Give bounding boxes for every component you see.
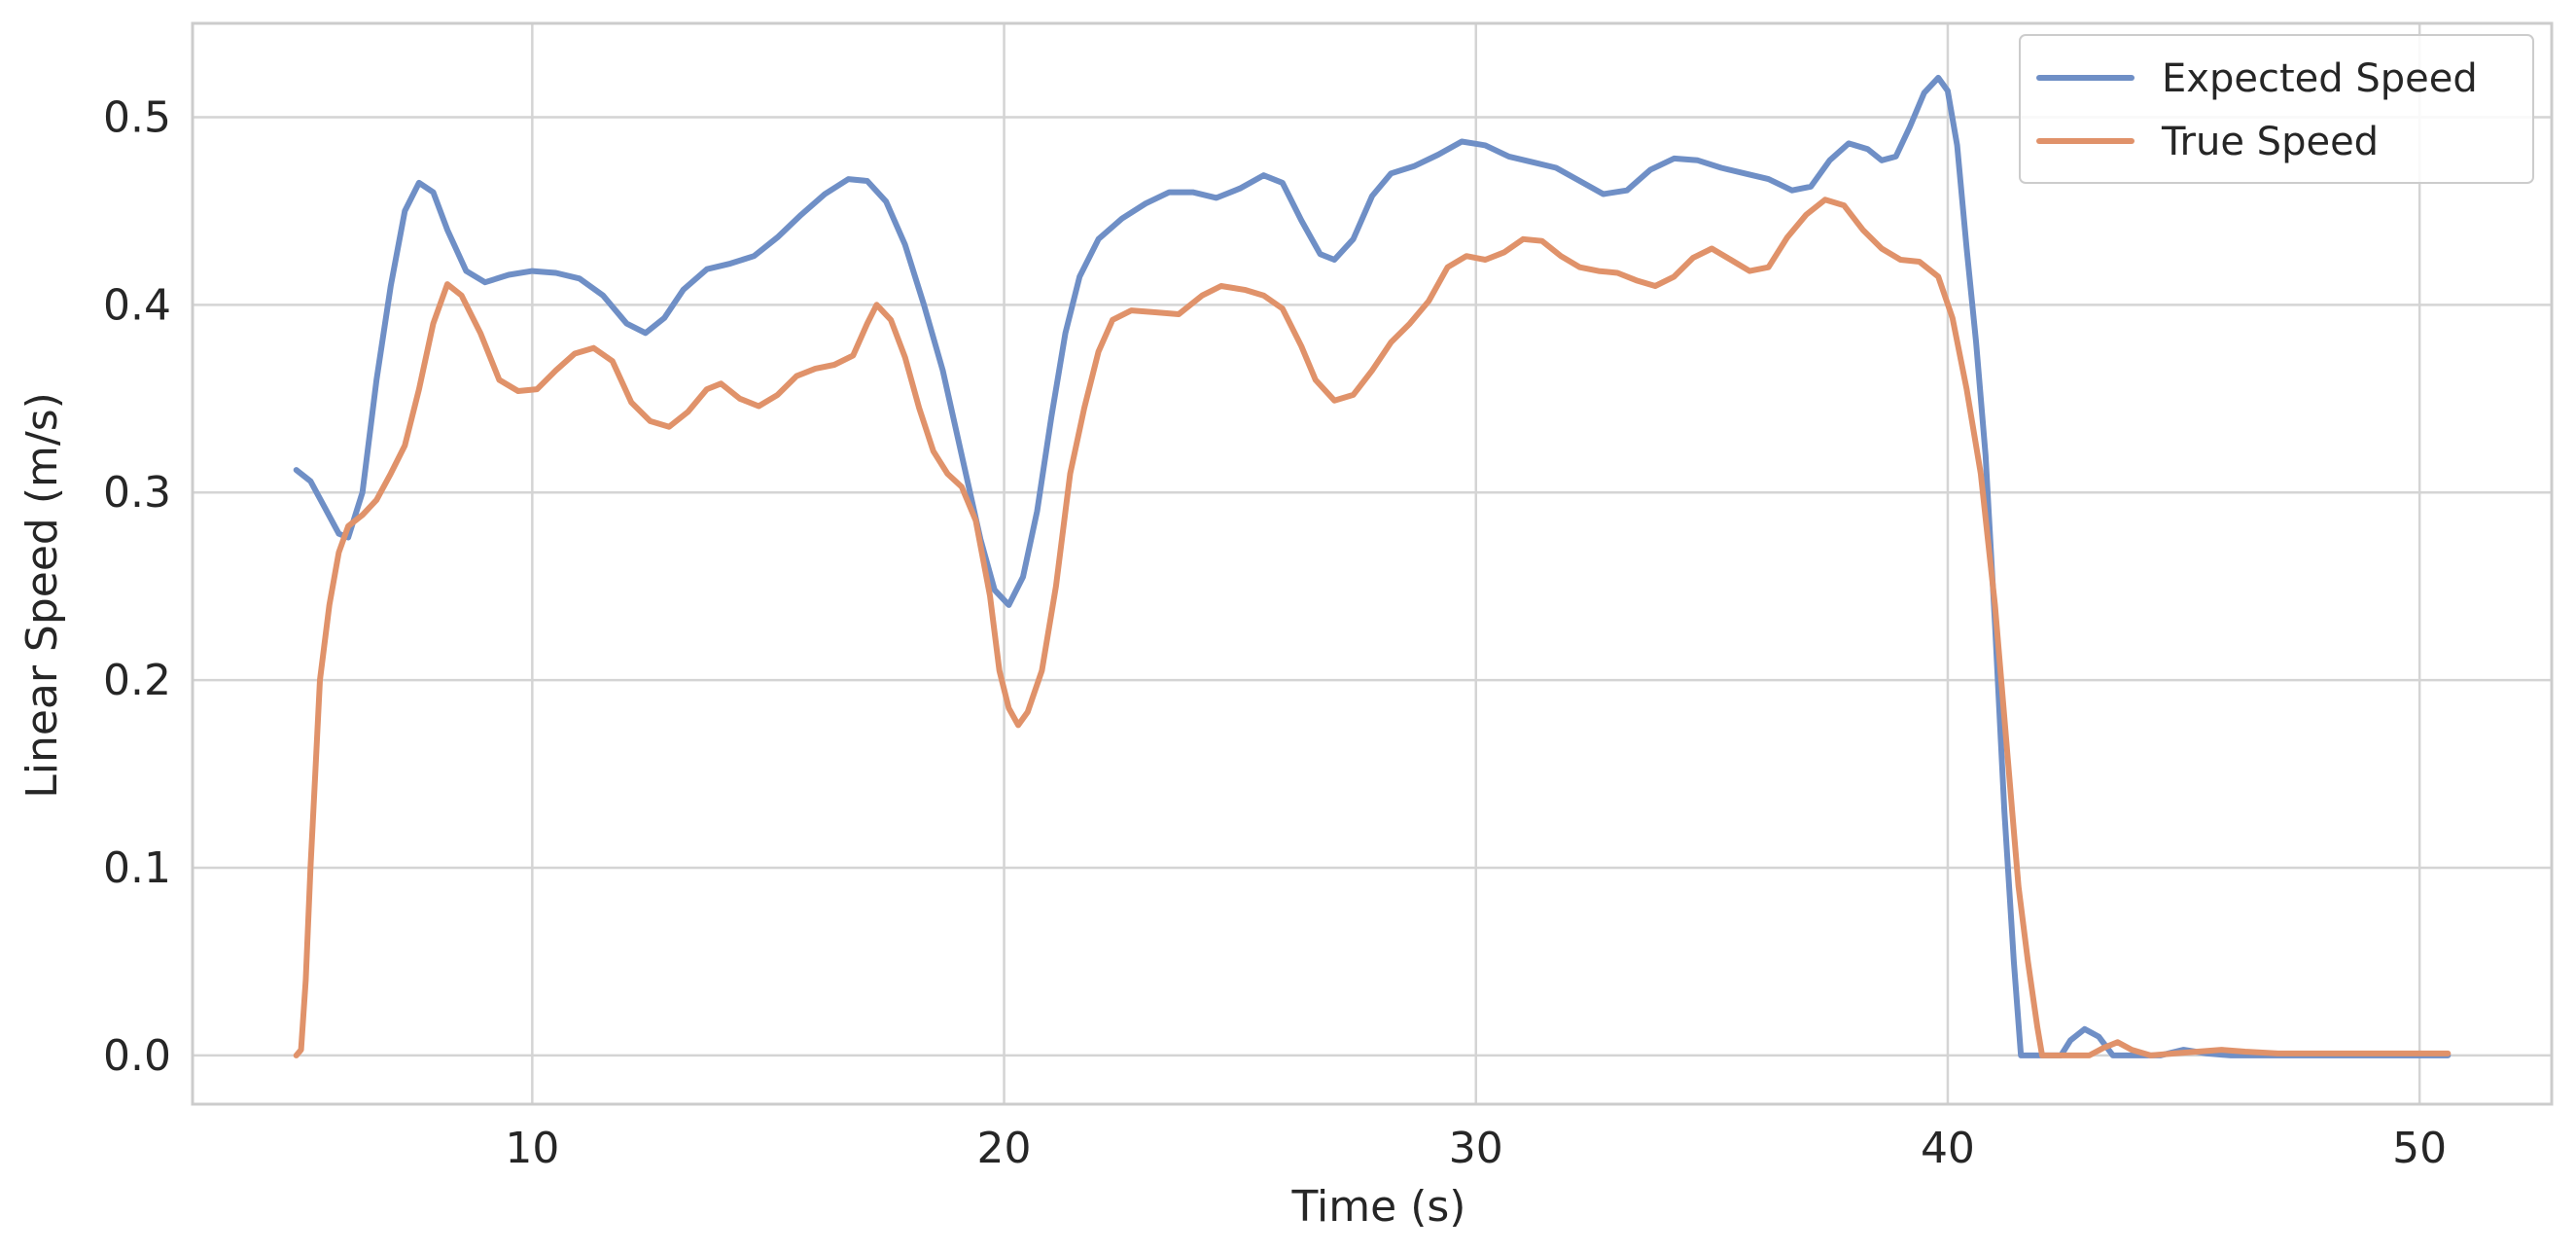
x-axis-title: Time (s): [1291, 1182, 1466, 1232]
series-line-expected-speed: [293, 74, 2452, 1058]
legend-box: [2019, 34, 2534, 184]
y-tick-label: 0.2: [103, 656, 171, 705]
y-tick-label: 0.5: [103, 92, 171, 142]
legend: Expected Speed True Speed: [2019, 34, 2534, 184]
tick-labels: 10 20 30 40 50 0.0 0.1 0.2 0.3 0.4 0.5: [103, 92, 2447, 1173]
series-line-true-speed: [293, 197, 2452, 1058]
y-tick-label: 0.4: [103, 280, 171, 330]
y-tick-label: 0.3: [103, 468, 171, 518]
x-tick-label: 40: [1921, 1124, 1975, 1173]
y-tick-label: 0.1: [103, 843, 171, 893]
legend-label-true-speed: True Speed: [2161, 120, 2379, 164]
plot-frame: [191, 21, 2554, 1106]
x-tick-label: 10: [505, 1124, 559, 1173]
series-lines: [293, 74, 2452, 1058]
x-tick-label: 30: [1449, 1124, 1503, 1173]
legend-label-expected-speed: Expected Speed: [2162, 56, 2478, 101]
x-tick-label: 20: [977, 1124, 1032, 1173]
y-axis-title: Linear Speed (m/s): [18, 392, 67, 799]
x-tick-label: 50: [2392, 1124, 2447, 1173]
y-tick-label: 0.0: [103, 1031, 171, 1081]
